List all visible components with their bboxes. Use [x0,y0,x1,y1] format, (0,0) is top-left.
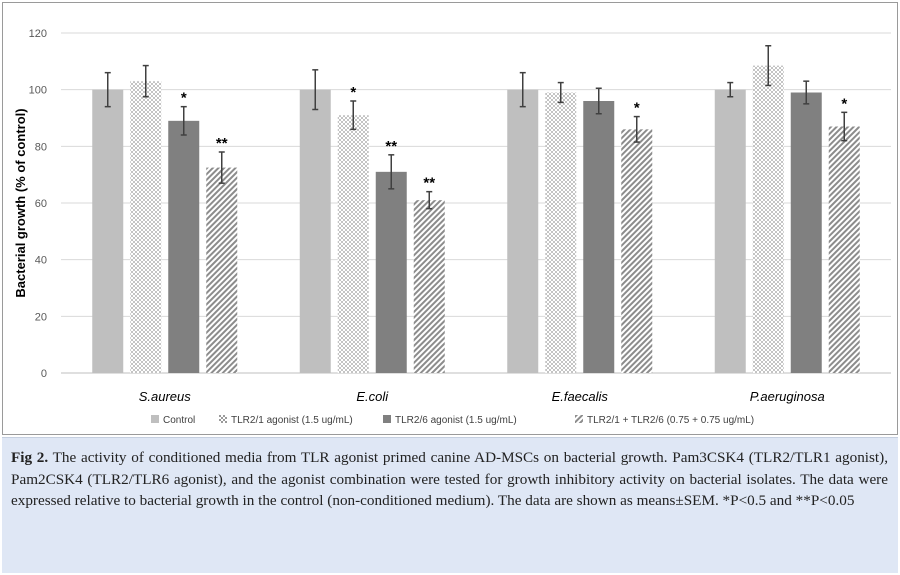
bar [206,167,238,373]
caption-text: The activity of conditioned media from T… [11,449,888,509]
bar [790,92,822,373]
bar [828,126,860,373]
significance-label: ** [216,135,228,152]
figure-caption: Fig 2. The activity of conditioned media… [2,437,898,573]
bar [621,129,653,373]
significance-label: * [350,84,356,101]
significance-label: * [181,90,187,107]
legend-swatch [383,415,391,423]
x-tick-label: E.coli [356,389,389,404]
legend-swatch [151,415,159,423]
legend-swatch [219,415,227,423]
error-bars [104,45,848,210]
y-tick-label: 100 [29,85,47,97]
bar [299,89,331,374]
significance-label: ** [385,138,397,155]
legend-label: Control [163,415,195,426]
bar [337,115,369,374]
x-tick-label: E.faecalis [552,389,609,404]
bar [130,81,162,374]
y-axis-label: Bacterial growth (% of control) [13,108,28,297]
bar [92,89,124,374]
legend: Control TLR2/1 agonist (1.5 ug/mL) TLR2/6 … [151,415,754,426]
bars [92,65,860,374]
significance-label: * [634,100,640,117]
x-tick-label: S.aureus [139,389,192,404]
bar-chart: 0 20 40 60 80 100 120 Bacterial growth (% of co… [13,28,891,426]
significance-label: ** [423,175,435,192]
chart-frame: 0 20 40 60 80 100 120 Bacterial growth (% of co… [2,2,898,435]
legend-label: TLR2/1 agonist (1.5 ug/mL) [231,415,353,426]
bar [507,89,539,374]
y-tick-label: 120 [29,28,47,40]
y-tick-label: 0 [41,368,47,380]
bar [413,200,445,373]
bar [714,89,746,374]
labels: ***S.aureus*****E.coli*E.faecalis*P.aeru… [139,84,848,404]
gridlines [61,32,891,374]
legend-label: TLR2/6 agonist (1.5 ug/mL) [395,415,517,426]
x-tick-label: P.aeruginosa [750,389,825,404]
y-tick-label: 20 [35,311,47,323]
bar [545,92,577,373]
y-tick-label: 40 [35,255,47,267]
caption-label: Fig 2. [11,449,49,466]
y-axis: 0 20 40 60 80 100 120 Bacterial growth (% of co… [13,28,47,380]
bar [752,65,784,374]
significance-label: * [841,95,847,112]
bar [583,101,615,373]
legend-label: TLR2/1 + TLR2/6 (0.75 + 0.75 ug/mL) [587,415,754,426]
y-tick-label: 80 [35,141,47,153]
bar [168,120,200,373]
y-tick-label: 60 [35,198,47,210]
legend-swatch [575,415,583,423]
bar [375,171,407,373]
